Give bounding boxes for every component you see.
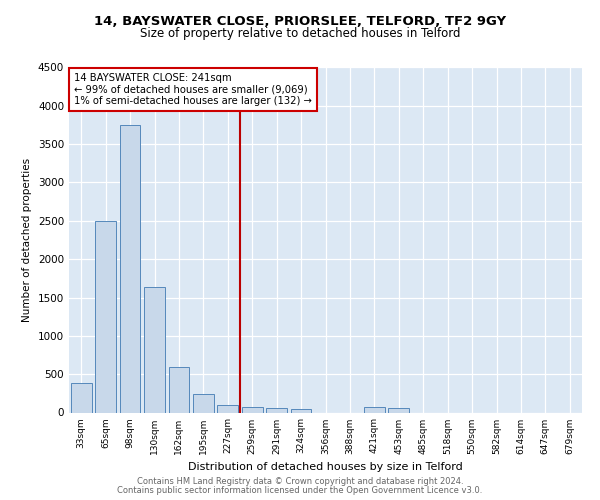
Bar — [242, 407, 263, 412]
Bar — [217, 405, 238, 412]
Text: Contains public sector information licensed under the Open Government Licence v3: Contains public sector information licen… — [118, 486, 482, 495]
Bar — [119, 125, 140, 412]
Y-axis label: Number of detached properties: Number of detached properties — [22, 158, 32, 322]
Bar — [364, 407, 385, 412]
X-axis label: Distribution of detached houses by size in Telford: Distribution of detached houses by size … — [188, 462, 463, 472]
Bar — [71, 384, 92, 412]
Bar — [144, 287, 165, 412]
Text: 14, BAYSWATER CLOSE, PRIORSLEE, TELFORD, TF2 9GY: 14, BAYSWATER CLOSE, PRIORSLEE, TELFORD,… — [94, 15, 506, 28]
Bar — [266, 408, 287, 412]
Bar — [95, 221, 116, 412]
Bar — [169, 366, 190, 412]
Bar — [290, 408, 311, 412]
Text: 14 BAYSWATER CLOSE: 241sqm
← 99% of detached houses are smaller (9,069)
1% of se: 14 BAYSWATER CLOSE: 241sqm ← 99% of deta… — [74, 72, 312, 106]
Text: Size of property relative to detached houses in Telford: Size of property relative to detached ho… — [140, 27, 460, 40]
Bar — [388, 408, 409, 412]
Text: Contains HM Land Registry data © Crown copyright and database right 2024.: Contains HM Land Registry data © Crown c… — [137, 477, 463, 486]
Bar — [193, 394, 214, 412]
